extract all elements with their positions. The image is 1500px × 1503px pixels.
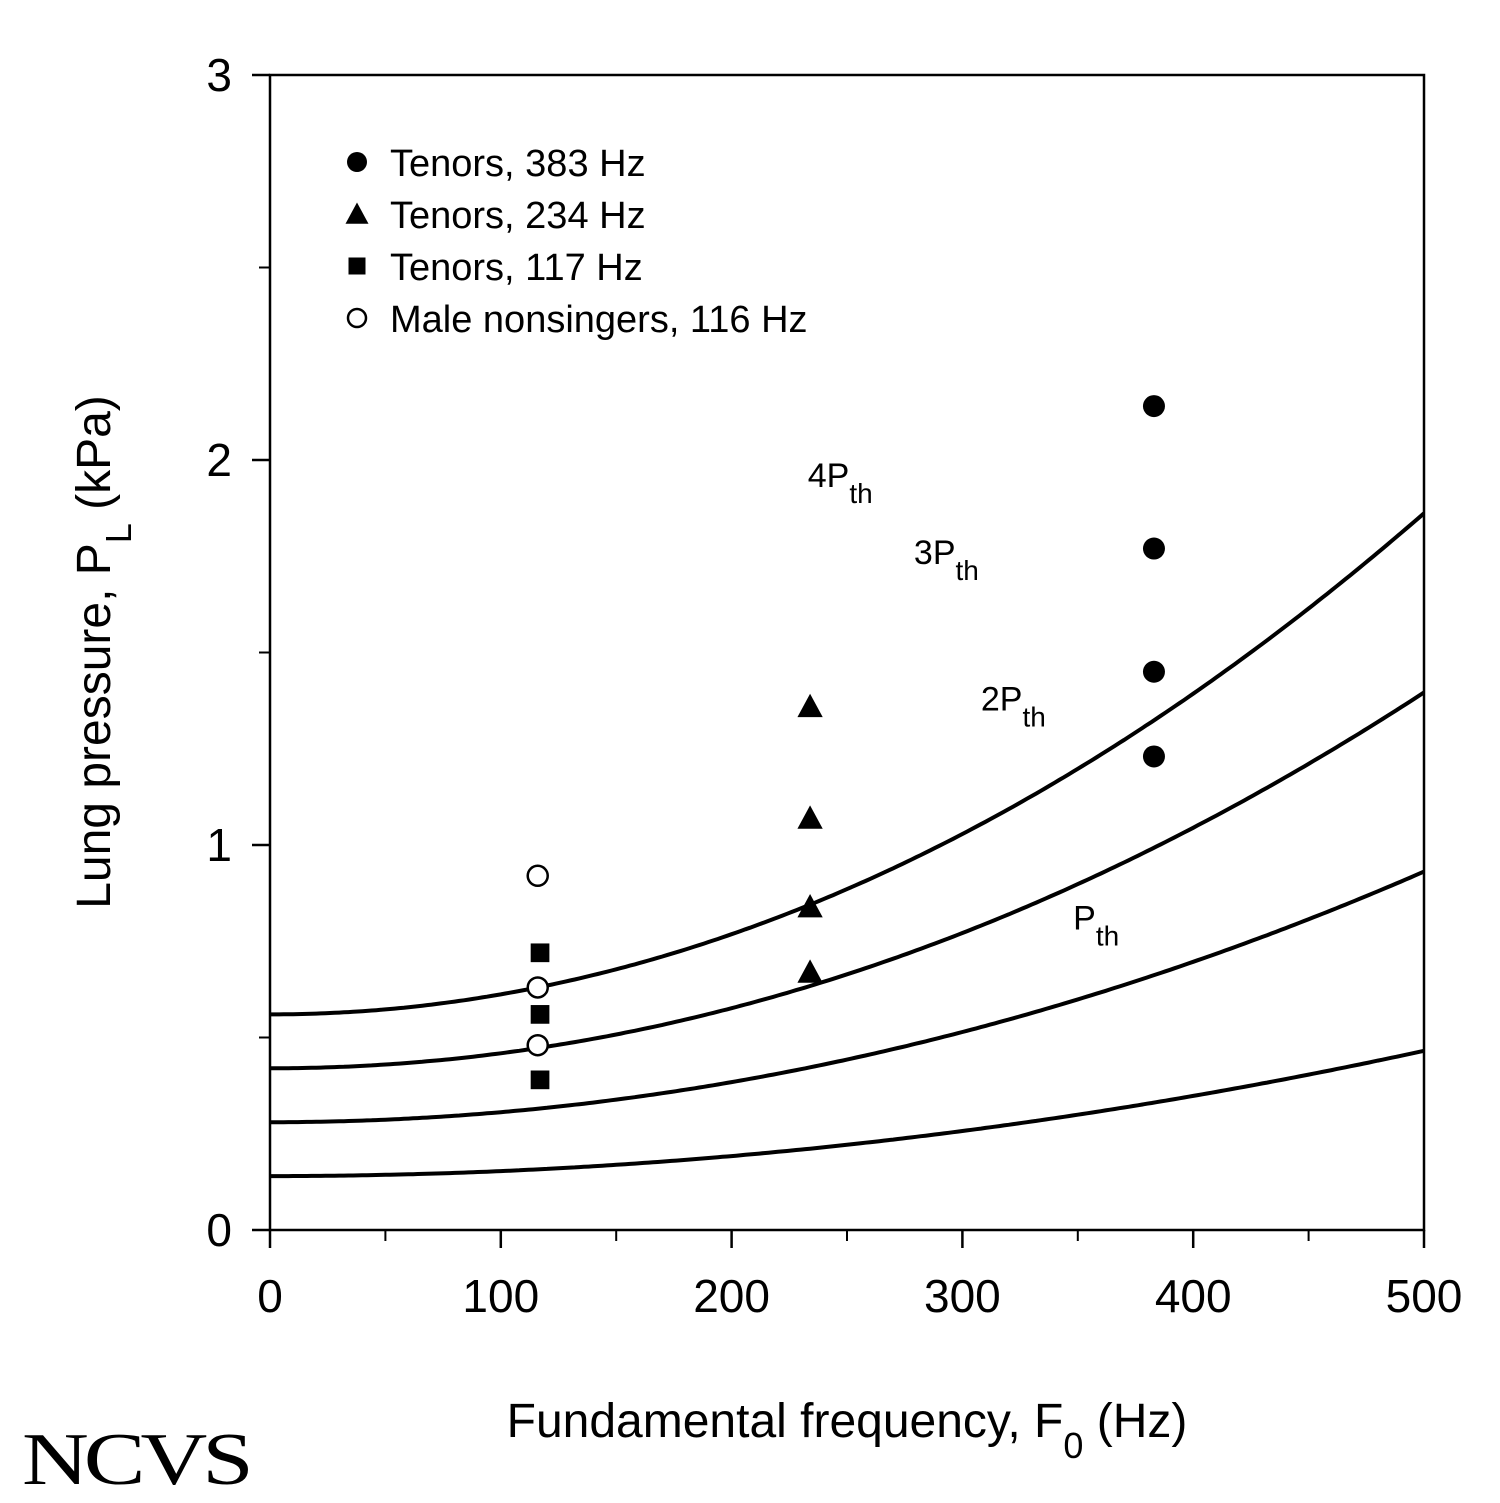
y-tick-label: 0 [206,1204,232,1256]
data-point [1142,660,1165,683]
data-point [797,893,823,918]
legend: Tenors, 383 Hz Tenors, 234 Hz Tenors, 117 … [345,143,808,341]
x-tick-label: 100 [462,1270,539,1322]
data-point [797,693,823,718]
legend-marker [346,307,368,329]
legend-label: Male nonsingers, 116 Hz [390,299,808,341]
legend-label: Tenors, 117 Hz [390,247,643,289]
curve-label-3: 3Pth [914,534,979,586]
threshold-curve-2 [270,869,1424,1125]
y-tick-label: 3 [206,49,232,101]
legend-label: Tenors, 383 Hz [390,143,646,185]
curve-label-1: Pth [1073,900,1119,952]
legend-label: Tenors, 234 Hz [390,195,646,237]
data-point [797,805,823,829]
legend-marker [345,202,369,224]
data-point [797,959,823,983]
x-axis-title: Fundamental frequency, F0 (Hz) [507,1395,1188,1466]
legend-marker [348,257,366,275]
data-point [530,943,550,963]
x-tick-label: 200 [693,1270,770,1322]
threshold-curve-3 [270,690,1424,1071]
data-point [530,1070,550,1090]
y-axis-title: Lung pressure, PL (kPa) [68,395,139,909]
y-tick-label: 2 [206,434,232,486]
x-tick-label: 500 [1386,1270,1463,1322]
curve-label-4: 4Pth [808,457,873,509]
data-point [1142,745,1165,768]
threshold-curve-1 [270,1048,1424,1179]
x-tick-label: 400 [1155,1270,1232,1322]
threshold-curve-4 [270,511,1424,1017]
x-tick-label: 0 [257,1270,283,1322]
curve-label-2: 2Pth [981,680,1046,732]
data-point [526,864,549,888]
y-tick-label: 1 [206,819,232,871]
ncvs-logo: NCVS [22,1419,254,1501]
legend-marker [347,152,367,172]
data-point [526,1033,549,1057]
data-point [1142,395,1165,418]
x-tick-label: 300 [924,1270,1001,1322]
data-point [1142,537,1165,560]
data-point [526,976,549,999]
data-point [530,1005,550,1024]
